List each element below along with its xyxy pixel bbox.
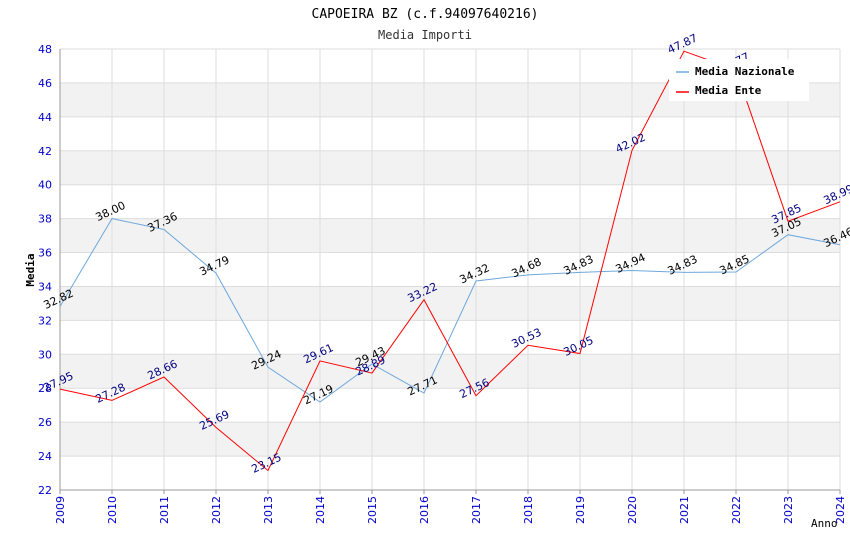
x-tick-label: 2024: [834, 496, 847, 524]
y-tick-label: 36: [38, 247, 52, 260]
y-tick-label: 42: [38, 145, 52, 158]
grid-band: [60, 286, 840, 321]
chart-title: CAPOEIRA BZ (c.f.94097640216): [312, 7, 539, 22]
y-tick-label: 48: [38, 43, 52, 56]
x-tick-label: 2016: [418, 496, 431, 524]
chart-subtitle: Media Importi: [378, 28, 472, 42]
grid-band: [60, 218, 840, 253]
data-label: 47.87: [665, 31, 699, 56]
y-tick-label: 28: [38, 382, 52, 395]
y-tick-label: 30: [38, 348, 52, 361]
x-tick-label: 2018: [522, 496, 535, 524]
data-label: 34.85: [717, 252, 751, 277]
x-tick-label: 2017: [470, 496, 483, 524]
data-label: 34.83: [665, 253, 699, 278]
legend-label-media-ente: Media Ente: [695, 84, 762, 97]
y-tick-label: 34: [38, 280, 52, 293]
grid-band: [60, 354, 840, 389]
data-label: 34.32: [457, 261, 491, 286]
x-tick-label: 2020: [626, 496, 639, 524]
x-tick-label: 2022: [730, 496, 743, 524]
x-tick-label: 2019: [574, 496, 587, 524]
x-tick-labels: 2009 2010 2011 2012 2013 2014 2015 2016 2017 2018…: [54, 496, 847, 524]
data-label: 27.95: [41, 369, 75, 394]
x-tick-label: 2021: [678, 496, 691, 524]
data-label: 34.83: [561, 253, 595, 278]
legend-label-media-nazionale: Media Nazionale: [695, 65, 795, 78]
y-tick-label: 32: [38, 314, 52, 327]
data-label: 34.68: [509, 255, 543, 280]
x-axis-label: Anno: [811, 517, 838, 530]
x-tick-label: 2015: [366, 496, 379, 524]
y-axis-label: Media: [24, 253, 37, 286]
y-tick-labels: 22 24 26 28 30 32 34 36 38 40 42 44 46 48: [38, 43, 52, 497]
x-tick-label: 2011: [158, 496, 171, 524]
legend-box: [669, 59, 809, 101]
y-tick-label: 22: [38, 484, 52, 497]
series-line-media-nazionale: [59, 218, 841, 403]
x-tick-label: 2010: [106, 496, 119, 524]
grid-band: [60, 422, 840, 457]
data-label: 34.94: [613, 251, 647, 276]
x-tick-label: 2023: [782, 496, 795, 524]
grid-band: [60, 150, 840, 185]
x-tick-label: 2013: [262, 496, 275, 524]
y-tick-label: 38: [38, 213, 52, 226]
data-label: 34.79: [197, 253, 231, 278]
x-tick-label: 2009: [54, 496, 67, 524]
y-tick-label: 46: [38, 77, 52, 90]
y-tick-label: 40: [38, 179, 52, 192]
x-tick-label: 2014: [314, 496, 327, 524]
legend: Media Nazionale Media Ente: [669, 59, 809, 101]
y-tick-label: 26: [38, 416, 52, 429]
y-tick-label: 44: [38, 111, 52, 124]
axes: [59, 49, 841, 494]
y-tick-label: 24: [38, 450, 52, 463]
x-tick-label: 2012: [210, 496, 223, 524]
grid-lines: [59, 48, 841, 491]
